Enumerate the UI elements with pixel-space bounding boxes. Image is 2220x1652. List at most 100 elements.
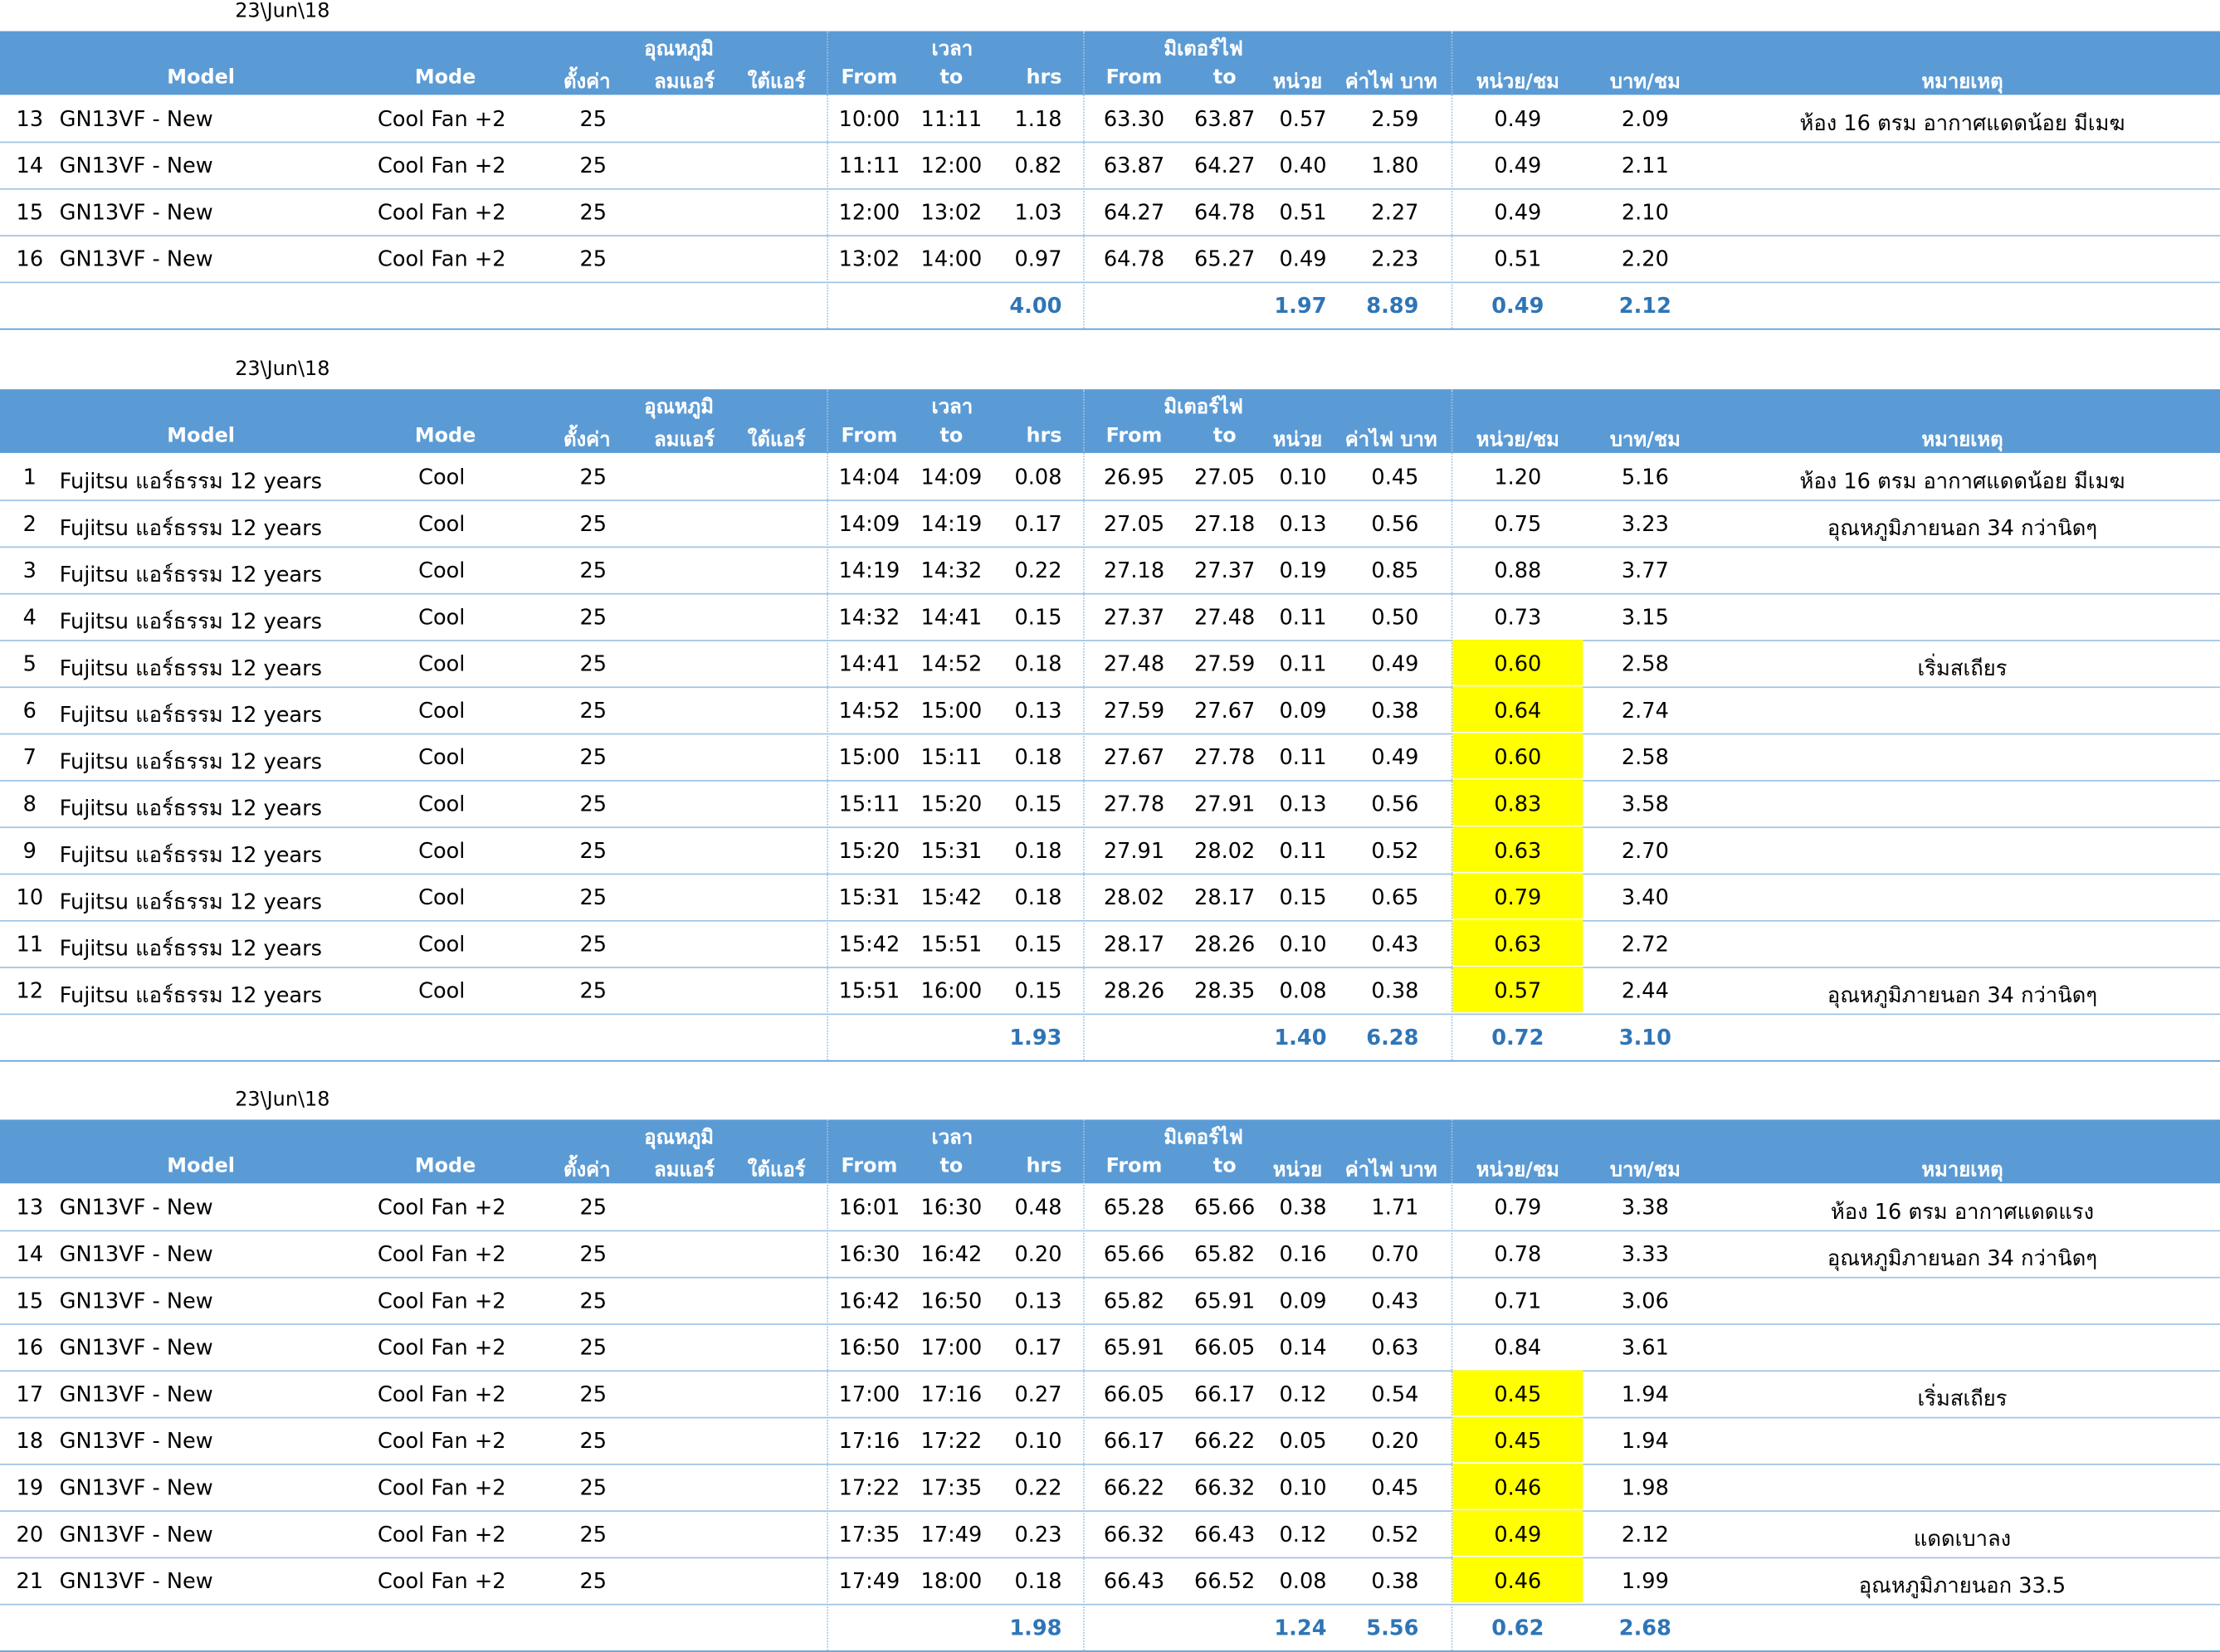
cell-m-from: 66.22	[1103, 1474, 1165, 1501]
cell-m-to: 28.35	[1194, 977, 1256, 1004]
total-row: 1.98 1.24 5.56 0.62 2.68	[0, 1604, 2220, 1652]
cell-note: ห้อง 16 ตรม อากาศแดดแรง	[1830, 1198, 2095, 1225]
cell-uph: 0.73	[1494, 604, 1542, 631]
column-separator	[1451, 389, 1453, 1060]
total-uph: 0.72	[1491, 1025, 1544, 1050]
highlight-cell	[1452, 873, 1583, 919]
cell-uph: 0.63	[1494, 837, 1542, 864]
cell-mode: Cool Fan +2	[377, 1474, 506, 1501]
cell-unit: 0.16	[1279, 1241, 1327, 1267]
cell-set: 25	[579, 246, 607, 272]
header-note: หมายเหตุ	[1921, 71, 2003, 94]
table-row: 14 GN13VF - New Cool Fan +2 25 16:30 16:42 0.2…	[0, 1230, 2220, 1279]
header-unit: หน่วย	[1272, 1159, 1323, 1182]
cell-m-from: 64.27	[1103, 199, 1165, 226]
cell-m-to: 66.43	[1194, 1521, 1256, 1547]
highlight-cell	[1452, 733, 1583, 779]
table-row: 15 GN13VF - New Cool Fan +2 25 16:42 16:50 0.1…	[0, 1277, 2220, 1325]
column-separator	[827, 1119, 829, 1651]
cell-from: 15:42	[838, 931, 900, 958]
cell-set: 25	[579, 153, 607, 178]
cell-to: 16:30	[920, 1194, 983, 1221]
cell-to: 14:09	[920, 464, 983, 490]
cell-m-from: 66.43	[1103, 1568, 1165, 1594]
cell-to: 15:31	[920, 837, 983, 864]
cell-m-to: 64.78	[1194, 199, 1256, 226]
total-bph: 2.68	[1618, 1615, 1671, 1641]
cell-model: GN13VF - New	[59, 1194, 213, 1221]
header-note: หมายเหตุ	[1921, 1159, 2003, 1182]
cell-unit: 0.10	[1279, 1474, 1327, 1501]
header-group-time: เวลา	[931, 1126, 973, 1150]
cell-unit: 0.49	[1279, 246, 1327, 272]
header-model: Model	[167, 424, 235, 448]
cell-note: ห้อง 16 ตรม อากาศแดดน้อย มีเมฆ	[1799, 468, 2125, 495]
cell-from: 10:00	[838, 105, 900, 132]
cell-m-from: 63.87	[1103, 153, 1165, 178]
cell-model: GN13VF - New	[59, 1428, 213, 1455]
cell-note: อุณหภูมิภายนอก 34 กว่านิดๆ	[1827, 514, 2098, 541]
cell-cost: 1.80	[1371, 153, 1419, 178]
cell-hrs: 0.18	[1014, 744, 1062, 771]
cell-mode: Cool Fan +2	[377, 1568, 506, 1594]
table-row: 2 Fujitsu แอร์ธรรม 12 years Cool 25 14:09 14:…	[0, 499, 2220, 548]
highlight-cell	[1452, 1557, 1583, 1603]
cell-m-to: 65.66	[1194, 1194, 1256, 1221]
cell-from: 15:20	[838, 837, 900, 864]
cell-cost: 2.27	[1371, 199, 1419, 226]
cell-m-from: 27.67	[1103, 744, 1165, 771]
header-mode: Mode	[414, 1155, 476, 1178]
cell-hrs: 0.27	[1014, 1382, 1062, 1407]
cell-no: 1	[22, 464, 37, 490]
cell-hrs: 0.15	[1014, 791, 1062, 817]
cell-unit: 0.09	[1279, 698, 1327, 724]
column-separator	[1083, 31, 1085, 329]
table-row: 18 GN13VF - New Cool Fan +2 25 17:16 17:22 0.1…	[0, 1416, 2220, 1465]
cell-uph: 0.63	[1494, 931, 1542, 958]
total-unit: 1.97	[1274, 293, 1327, 319]
table-header: Model Mode อุณหภูมิ ตั้งค่า ลมแอร์ ใต้แอร์ เวล…	[0, 389, 2220, 453]
cell-model: Fujitsu แอร์ธรรม 12 years	[59, 935, 322, 962]
header-cost: ค่าไฟ บาท	[1344, 71, 1437, 94]
cell-set: 25	[579, 1194, 607, 1221]
cell-from: 16:30	[838, 1241, 900, 1267]
cell-uph: 0.49	[1494, 199, 1542, 226]
cell-cost: 0.45	[1371, 464, 1419, 490]
cell-m-from: 28.02	[1103, 884, 1165, 910]
header-baht-per-hr: บาท/ชม	[1609, 428, 1681, 452]
cell-hrs: 0.08	[1014, 464, 1062, 490]
cell-mode: Cool Fan +2	[377, 105, 506, 132]
table-row: 4 Fujitsu แอร์ธรรม 12 years Cool 25 14:32 14:…	[0, 593, 2220, 641]
table-row: 9 Fujitsu แอร์ธรรม 12 years Cool 25 15:20 15:…	[0, 826, 2220, 875]
table-row: 8 Fujitsu แอร์ธรรม 12 years Cool 25 15:11 15:…	[0, 780, 2220, 829]
cell-from: 14:19	[838, 558, 900, 583]
cell-m-from: 65.66	[1103, 1241, 1165, 1267]
highlight-cell	[1452, 1464, 1583, 1509]
table-row: 16 GN13VF - New Cool Fan +2 25 13:02 14:00 0.9…	[0, 235, 2220, 284]
cell-no: 21	[16, 1568, 44, 1594]
header-meter-from: From	[1105, 424, 1163, 448]
cell-cost: 0.38	[1371, 698, 1419, 724]
cell-unit: 0.40	[1279, 153, 1327, 178]
table-row: 16 GN13VF - New Cool Fan +2 25 16:50 17:00 0.1…	[0, 1323, 2220, 1372]
header-wind: ลมแอร์	[654, 428, 715, 452]
cell-cost: 0.49	[1371, 744, 1419, 771]
cell-uph: 0.49	[1494, 105, 1542, 132]
header-unit-per-hr: หน่วย/ชม	[1476, 71, 1559, 94]
cell-cost: 0.56	[1371, 791, 1419, 817]
cell-set: 25	[579, 651, 607, 677]
cell-from: 17:22	[838, 1474, 900, 1501]
cell-hrs: 1.03	[1014, 199, 1062, 226]
cell-mode: Cool	[418, 837, 466, 864]
cell-no: 15	[16, 1288, 44, 1314]
header-from: From	[841, 66, 898, 90]
cell-no: 12	[16, 977, 44, 1004]
cell-cost: 0.52	[1371, 837, 1419, 864]
header-model: Model	[167, 1155, 235, 1178]
cell-mode: Cool	[418, 510, 466, 537]
cell-no: 2	[22, 510, 37, 537]
table-row: 14 GN13VF - New Cool Fan +2 25 11:11 12:00 0.8…	[0, 142, 2220, 190]
cell-m-from: 64.78	[1103, 246, 1165, 272]
header-model: Model	[167, 66, 235, 90]
cell-set: 25	[579, 604, 607, 631]
